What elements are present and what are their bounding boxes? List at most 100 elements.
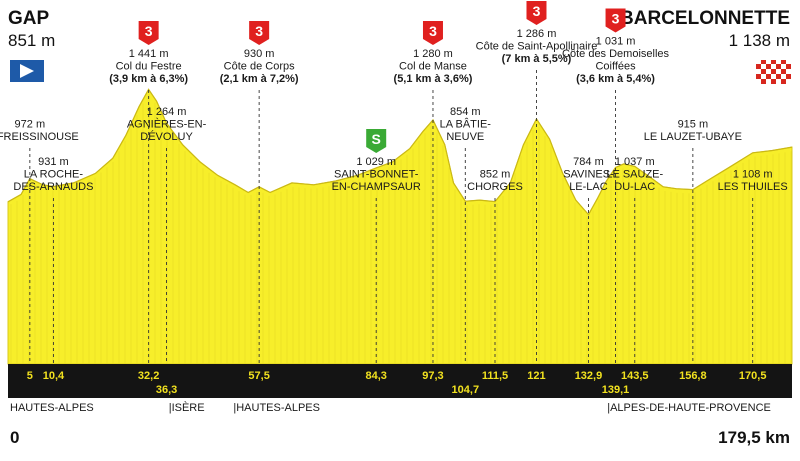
finish-flag-check bbox=[756, 69, 761, 74]
km-marker-label: 36,3 bbox=[156, 384, 177, 396]
point-label: Col de Manse bbox=[399, 61, 467, 73]
climb-category-icon bbox=[249, 21, 270, 45]
climb-category-label: 3 bbox=[255, 23, 263, 39]
km-marker-label: 111,5 bbox=[482, 370, 508, 382]
km-marker-label: 156,8 bbox=[679, 370, 707, 382]
point-label: LA BÂTIE- bbox=[440, 118, 492, 131]
point-label: 1 441 m bbox=[129, 48, 169, 60]
point-label: 1 280 m bbox=[413, 48, 453, 60]
finish-flag-check bbox=[761, 74, 766, 79]
finish-name: BARCELONNETTE bbox=[620, 8, 790, 29]
point-label: 931 m bbox=[38, 156, 69, 168]
point-label: (3,9 km à 6,3%) bbox=[109, 73, 188, 85]
point-label: AGNIÈRES-EN- bbox=[127, 118, 207, 131]
point-label: LE SAUZE- bbox=[606, 169, 663, 181]
start-altitude: 851 m bbox=[8, 31, 55, 50]
km-marker-label: 104,7 bbox=[452, 384, 480, 396]
point-label: DES-ARNAUDS bbox=[13, 181, 93, 193]
finish-flag-check bbox=[761, 64, 766, 69]
profile-line bbox=[7, 88, 793, 216]
finish-flag-check bbox=[756, 79, 761, 84]
point-label: (5,1 km à 3,6%) bbox=[394, 73, 473, 85]
point-label: 1 029 m bbox=[356, 156, 396, 168]
km-marker-label: 143,5 bbox=[621, 370, 649, 382]
point-label: LES THUILES bbox=[718, 181, 788, 193]
km-marker-label: 139,1 bbox=[602, 384, 630, 396]
climb-category-icon bbox=[526, 1, 547, 25]
point-label: 915 m bbox=[678, 119, 709, 131]
finish-flag-check bbox=[771, 64, 776, 69]
point-label: 1 031 m bbox=[596, 36, 636, 48]
finish-flag-check bbox=[776, 59, 781, 64]
km-marker-label: 121 bbox=[527, 370, 545, 382]
point-label: Côte des Demoiselles bbox=[562, 48, 669, 60]
km-marker-label: 57,5 bbox=[248, 370, 269, 382]
start-flag-icon bbox=[10, 60, 44, 82]
point-label: Côte de Corps bbox=[224, 61, 295, 73]
point-label: DU-LAC bbox=[614, 181, 655, 193]
region-label: HAUTES-ALPES bbox=[10, 402, 94, 414]
climb-category-icon bbox=[605, 8, 626, 33]
region-label: |HAUTES-ALPES bbox=[233, 402, 320, 414]
climb-category-label: 3 bbox=[429, 23, 437, 39]
sprint-icon bbox=[366, 129, 387, 153]
finish-flag-check bbox=[786, 79, 791, 84]
point-label: 1 264 m bbox=[147, 106, 187, 118]
finish-flag-check bbox=[766, 79, 771, 84]
climb-category-icon bbox=[422, 21, 443, 45]
finish-flag-check bbox=[781, 64, 786, 69]
finish-altitude: 1 138 m bbox=[729, 31, 790, 50]
region-label: |ISÈRE bbox=[169, 401, 205, 414]
point-label: (2,1 km à 7,2%) bbox=[220, 73, 299, 85]
point-label: LE LAUZET-UBAYE bbox=[644, 131, 742, 143]
point-label: SAINT-BONNET- bbox=[334, 169, 419, 181]
finish-flag-check bbox=[776, 69, 781, 74]
sprint-label: S bbox=[372, 131, 381, 147]
region-label: |ALPES-DE-HAUTE-PROVENCE bbox=[607, 402, 771, 414]
km-marker-label: 132,9 bbox=[575, 370, 603, 382]
point-label: DÉVOLUY bbox=[140, 130, 193, 143]
point-label: EN-CHAMPSAUR bbox=[332, 181, 421, 193]
finish-flag-check bbox=[766, 69, 771, 74]
finish-flag-check bbox=[776, 79, 781, 84]
km-marker-label: 10,4 bbox=[43, 370, 65, 382]
point-label: 1 037 m bbox=[615, 156, 655, 168]
climb-category-label: 3 bbox=[533, 3, 541, 19]
km-band bbox=[8, 364, 792, 398]
finish-flag-icon bbox=[756, 59, 791, 84]
point-label: LA ROCHE- bbox=[24, 169, 84, 181]
finish-flag-bg bbox=[756, 60, 791, 84]
finish-flag-check bbox=[786, 59, 791, 64]
finish-flag-check bbox=[766, 59, 771, 64]
point-label: 972 m bbox=[15, 119, 46, 131]
finish-flag-check bbox=[756, 59, 761, 64]
climb-category-label: 3 bbox=[612, 11, 620, 27]
point-label: (7 km à 5,5%) bbox=[502, 53, 572, 65]
point-label: CHORGES bbox=[467, 181, 523, 193]
point-label: 930 m bbox=[244, 48, 275, 60]
km-marker-label: 97,3 bbox=[422, 370, 443, 382]
climb-category-icon bbox=[138, 21, 159, 45]
point-label: 854 m bbox=[450, 106, 481, 118]
point-label: LE-LAC bbox=[569, 181, 608, 193]
finish-flag-check bbox=[786, 69, 791, 74]
finish-flag-check bbox=[771, 74, 776, 79]
point-label: Côte de Saint-Apollinaire bbox=[476, 41, 598, 53]
point-label: (3,6 km à 5,4%) bbox=[576, 73, 655, 85]
km-marker-label: 84,3 bbox=[365, 370, 386, 382]
point-label: 784 m bbox=[573, 156, 604, 168]
finish-flag-check bbox=[781, 74, 786, 79]
point-label: LA FREISSINOUSE bbox=[0, 131, 79, 143]
start-name: GAP bbox=[8, 8, 50, 29]
km-marker-label: 5 bbox=[27, 370, 33, 382]
km-marker-label: 32,2 bbox=[138, 370, 159, 382]
point-label: NEUVE bbox=[446, 131, 484, 143]
point-label: 1 286 m bbox=[517, 28, 557, 40]
point-label: 852 m bbox=[480, 169, 511, 181]
start-km: 0 bbox=[10, 428, 19, 447]
point-label: 1 108 m bbox=[733, 169, 773, 181]
point-label: Coiffées bbox=[595, 61, 636, 73]
climb-category-label: 3 bbox=[145, 23, 153, 39]
